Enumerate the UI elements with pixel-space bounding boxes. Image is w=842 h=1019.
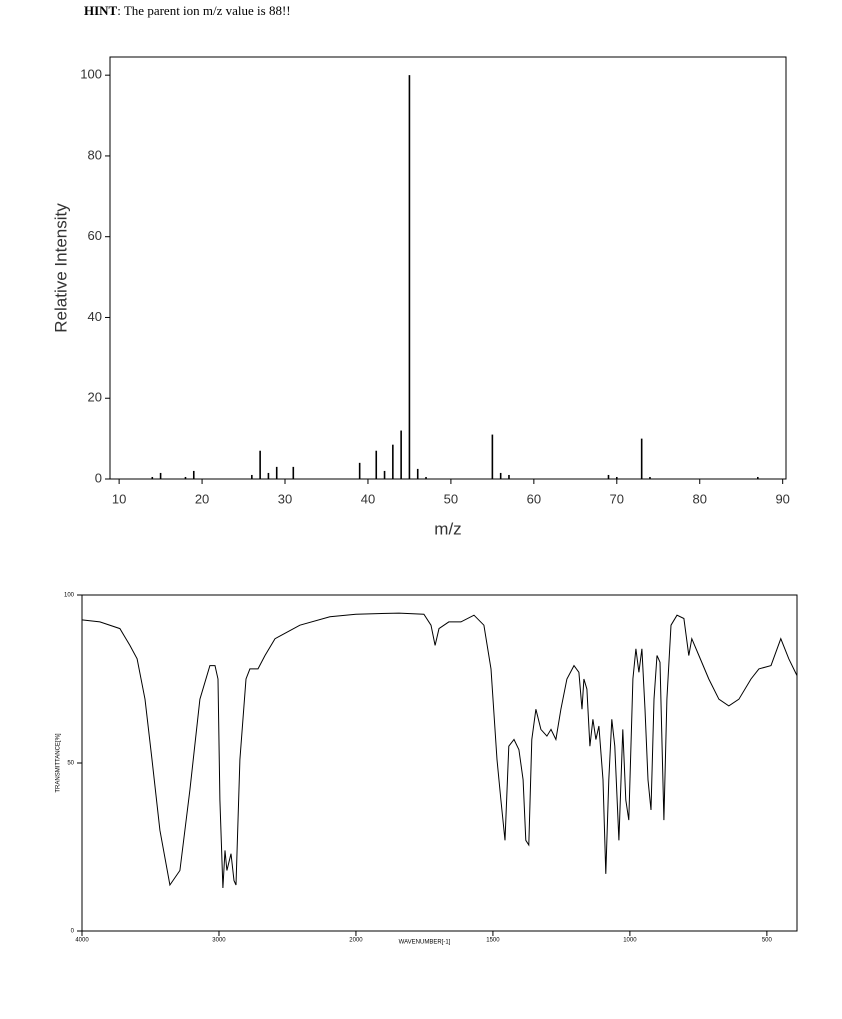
x-tick-label: 4000	[75, 938, 89, 944]
x-tick-label: 1000	[623, 938, 637, 944]
y-tick-label: 40	[88, 309, 102, 324]
x-tick-label: 1500	[486, 938, 500, 944]
hint-label: HINT	[84, 3, 118, 18]
y-axis-label: Relative Intensity	[51, 203, 70, 333]
y-tick-label: 50	[67, 761, 74, 767]
y-axis-label: TRANSMITTANCE[%]	[56, 733, 62, 793]
x-tick-label: 2000	[349, 938, 363, 944]
x-tick-label: 3000	[212, 938, 226, 944]
y-tick-label: 100	[80, 67, 102, 82]
y-tick-label: 100	[64, 593, 75, 599]
plot-frame	[81, 594, 798, 932]
hint: HINT: The parent ion m/z value is 88!!	[84, 3, 291, 18]
x-axis-label: WAVENUMBER[-1]	[399, 940, 451, 946]
x-tick-label: 10	[112, 491, 126, 506]
y-tick-label: 80	[88, 147, 102, 162]
x-tick-label: 50	[444, 491, 458, 506]
x-axis-label: m/z	[434, 519, 461, 538]
x-tick-label: 70	[610, 491, 624, 506]
y-tick-label: 60	[88, 228, 102, 243]
plot-frame	[109, 56, 787, 480]
x-tick-label: 500	[762, 938, 773, 944]
y-tick-label: 20	[88, 390, 102, 405]
y-tick-label: 0	[95, 470, 102, 485]
x-tick-label: 90	[775, 491, 789, 506]
y-tick-label: 0	[71, 929, 75, 935]
x-tick-label: 80	[693, 491, 707, 506]
spectrum-line	[81, 612, 798, 889]
x-tick-label: 20	[195, 491, 209, 506]
x-tick-label: 60	[527, 491, 541, 506]
hint-text: : The parent ion m/z value is 88!!	[117, 3, 290, 18]
x-tick-label: 30	[278, 491, 292, 506]
x-tick-label: 40	[361, 491, 375, 506]
